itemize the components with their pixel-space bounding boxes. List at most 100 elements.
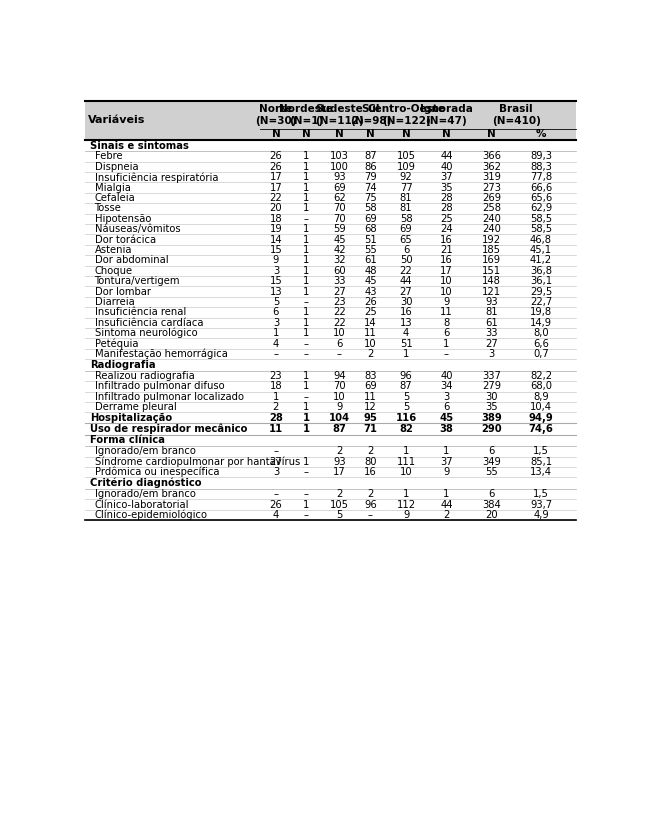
Text: 75: 75	[364, 193, 377, 203]
Text: 45: 45	[364, 276, 377, 286]
Text: Manifestação hemorrágica: Manifestação hemorrágica	[95, 348, 228, 359]
Text: 81: 81	[400, 204, 412, 213]
Text: 45: 45	[439, 413, 453, 423]
Text: 93: 93	[485, 297, 498, 307]
Text: 82: 82	[399, 424, 413, 434]
Text: 45: 45	[333, 235, 346, 245]
Text: Tosse: Tosse	[95, 204, 121, 213]
Text: Infiltrado pulmonar difuso: Infiltrado pulmonar difuso	[95, 381, 224, 391]
Text: 55: 55	[485, 467, 498, 477]
Text: 65: 65	[400, 235, 413, 245]
Text: –: –	[304, 297, 309, 307]
Text: 55: 55	[364, 245, 377, 255]
Text: 16: 16	[440, 255, 453, 265]
Text: 41,2: 41,2	[530, 255, 552, 265]
Text: 1: 1	[303, 255, 310, 265]
Text: Ignorado/em branco: Ignorado/em branco	[95, 489, 195, 499]
Text: 44: 44	[400, 276, 412, 286]
Text: 8,9: 8,9	[533, 392, 549, 402]
Text: 26: 26	[270, 500, 283, 510]
Text: 269: 269	[482, 193, 501, 203]
Text: 46,8: 46,8	[530, 235, 552, 245]
Text: 51: 51	[364, 235, 377, 245]
Text: Radiografia: Radiografia	[90, 360, 155, 370]
Text: 366: 366	[482, 151, 501, 161]
Text: 9: 9	[443, 467, 450, 477]
Text: 116: 116	[395, 413, 417, 423]
Text: 1: 1	[303, 318, 310, 328]
Text: 1: 1	[403, 489, 410, 499]
Text: 92: 92	[400, 173, 413, 182]
Text: 1: 1	[303, 424, 310, 434]
Text: 5: 5	[273, 297, 279, 307]
Text: 69: 69	[400, 224, 413, 234]
Text: –: –	[273, 349, 279, 359]
Text: 1: 1	[443, 447, 450, 456]
Text: 1: 1	[443, 339, 450, 348]
Text: Sinais e sintomas: Sinais e sintomas	[90, 141, 189, 151]
Text: 319: 319	[482, 173, 501, 182]
Text: 258: 258	[482, 204, 501, 213]
Text: 58: 58	[364, 204, 377, 213]
Text: Choque: Choque	[95, 266, 133, 276]
Text: Hipotensão: Hipotensão	[95, 213, 151, 224]
Text: 18: 18	[270, 213, 283, 224]
Text: 77: 77	[400, 182, 413, 193]
Text: 37: 37	[440, 456, 453, 467]
Text: 1: 1	[303, 266, 310, 276]
Text: 148: 148	[482, 276, 501, 286]
Text: 79: 79	[364, 173, 377, 182]
Text: N: N	[402, 129, 410, 139]
Text: 279: 279	[482, 381, 501, 391]
Text: Norte
(N=30): Norte (N=30)	[255, 105, 297, 126]
Text: 37: 37	[440, 173, 453, 182]
Text: 4: 4	[273, 339, 279, 348]
Text: N: N	[272, 129, 281, 139]
Text: 18: 18	[270, 381, 283, 391]
Text: 1: 1	[303, 413, 310, 423]
Text: 14: 14	[270, 235, 283, 245]
Text: 1: 1	[303, 162, 310, 172]
Text: N: N	[366, 129, 375, 139]
Text: 8: 8	[443, 318, 450, 328]
Text: Infiltrado pulmonar localizado: Infiltrado pulmonar localizado	[95, 392, 244, 402]
Text: 337: 337	[482, 371, 501, 381]
Text: 1: 1	[273, 328, 279, 338]
Text: 22: 22	[333, 318, 346, 328]
Text: 62: 62	[333, 193, 346, 203]
Text: 1: 1	[303, 173, 310, 182]
Text: Variáveis: Variáveis	[88, 115, 146, 125]
Text: 70: 70	[333, 204, 346, 213]
Text: 17: 17	[440, 266, 453, 276]
Text: 87: 87	[333, 424, 346, 434]
Text: 48: 48	[364, 266, 377, 276]
Text: 0,7: 0,7	[533, 349, 549, 359]
Text: Brasil
(N=410): Brasil (N=410)	[491, 105, 541, 126]
Text: 28: 28	[269, 413, 283, 423]
Text: 89,3: 89,3	[530, 151, 552, 161]
Text: –: –	[273, 489, 279, 499]
Text: 44: 44	[440, 151, 453, 161]
Text: 35: 35	[440, 182, 453, 193]
Text: Prdômica ou inespecífica: Prdômica ou inespecífica	[95, 467, 219, 478]
Text: 273: 273	[482, 182, 501, 193]
Text: 11: 11	[364, 392, 377, 402]
Text: 83: 83	[364, 371, 377, 381]
Text: 10: 10	[440, 276, 453, 286]
Text: 96: 96	[364, 500, 377, 510]
Text: 5: 5	[336, 510, 342, 520]
Text: Tontura/vertigem: Tontura/vertigem	[95, 276, 180, 286]
Text: –: –	[368, 510, 373, 520]
Text: 1,5: 1,5	[533, 489, 549, 499]
Text: Derrame pleural: Derrame pleural	[95, 402, 176, 412]
Text: 1: 1	[303, 500, 310, 510]
Text: Forma clínica: Forma clínica	[90, 435, 165, 446]
Text: 2: 2	[273, 402, 279, 412]
Text: 20: 20	[485, 510, 498, 520]
Text: 10: 10	[400, 467, 412, 477]
Text: 60: 60	[333, 266, 346, 276]
Text: 85,1: 85,1	[530, 456, 552, 467]
Text: 69: 69	[364, 213, 377, 224]
Text: 27: 27	[333, 286, 346, 297]
Text: 10: 10	[364, 339, 377, 348]
